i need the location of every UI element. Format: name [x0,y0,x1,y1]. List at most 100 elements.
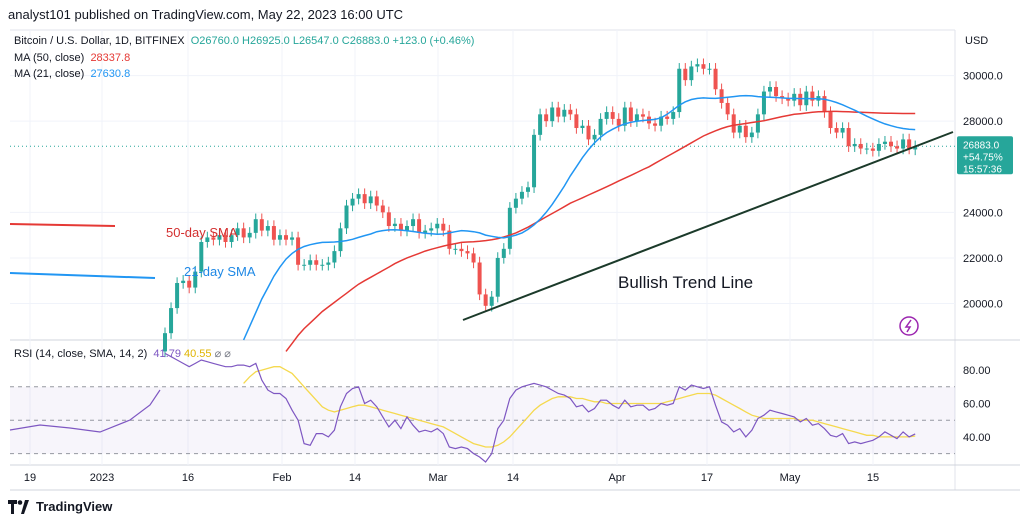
last-price-tag [957,136,1013,175]
candle-body [447,230,452,249]
price-tick-label: 22000.0 [963,253,1003,265]
candle-body [453,248,458,250]
candle-body [586,125,591,140]
candle-body [253,219,258,233]
sma21-annotation: 21-day SMA [184,264,256,279]
candle-body [175,283,180,309]
candle-body [743,125,748,138]
candle-body [277,235,282,240]
candle-body [284,235,288,240]
last-price-value: 26883.0 [963,140,1000,151]
candle-body [205,237,210,242]
candle-body [411,219,416,227]
rsi-line [164,352,916,463]
candle-body [592,134,597,140]
candle-body [235,228,240,236]
candle-body [840,128,845,133]
candle-body [538,114,543,135]
candle-body [689,66,694,81]
candle-body [544,114,549,122]
candle-body [568,109,573,115]
candle-body [719,89,724,103]
price-axis-unit: USD [965,35,988,47]
candle-body [876,143,881,151]
candle-body [628,107,633,122]
bar-countdown: 15:57:36 [963,164,1002,175]
candle-body [338,228,343,252]
grid-lines [10,30,955,465]
rsi-label: RSI (14, close, SMA, 14, 2) [14,348,148,360]
candle-body [229,235,234,242]
candle-body [350,198,355,206]
candle-body [417,219,422,233]
candle-body [163,333,167,352]
candle-body [895,146,900,149]
tradingview-logo-icon [8,499,30,514]
candle-body [435,223,440,229]
candle-body [786,98,791,101]
time-tick-label: 17 [701,472,713,484]
candle-body [550,107,555,122]
ma50-reference-segment [9,223,116,227]
candle-body [386,212,391,227]
time-tick-label: 2023 [90,472,114,484]
time-tick-label: Mar [429,472,448,484]
rsi-tick-label: 80.00 [963,365,991,377]
candle-body [834,128,839,133]
candle-body [737,125,742,133]
candle-body [302,264,307,266]
time-tick-label: 14 [349,472,361,484]
candle-body [556,107,561,117]
candle-body [193,271,198,288]
candle-body [308,260,313,265]
candle-body [574,114,579,129]
candle-body [634,114,639,122]
ma50-label: MA (50, close) [14,51,85,64]
price-tick-label: 24000.0 [963,207,1003,219]
candle-body [792,93,797,101]
candle-body [423,230,428,233]
time-tick-label: Apr [608,472,625,484]
candle-body [290,237,295,240]
candle-body [731,114,736,133]
candle-body [471,253,476,263]
candle-body [768,86,772,92]
candle-body [429,228,434,231]
candle-body [665,116,670,119]
ma21-reference-segment [9,272,156,279]
candle-body [320,264,325,266]
candle-body [755,114,760,133]
ma21-line [242,94,916,341]
price-tick-label: 20000.0 [963,299,1003,311]
candle-body [725,102,730,115]
candle-body [362,194,367,204]
rsi-value: 41.79 [153,348,181,360]
candle-body [169,308,174,334]
candle-body [211,237,216,240]
candle-body [380,205,385,213]
rsi-tick-label: 60.00 [963,399,991,411]
rsi-sma-value: 40.55 [184,348,212,360]
rsi-line-early [9,389,161,433]
axes: 20000.0 22000.0 24000.0 28000.0 30000.0 USD 19… [24,35,1003,484]
candle-body [749,132,754,138]
candle-body [332,251,337,263]
candle-body [519,191,524,199]
candle-body [259,219,264,231]
candle-body [526,187,530,192]
candle-body [489,296,494,306]
candle-body [580,125,585,129]
time-tick-label: Feb [273,472,292,484]
candle-body [852,143,857,147]
rsi-lines [9,352,916,463]
candle-body [774,86,779,97]
annotations: 50-day SMA 21-day SMA Bullish Trend Line 26… [166,136,1013,336]
moving-averages [9,94,916,352]
candle-body [616,118,621,126]
candle-body [870,148,875,151]
candle-body [441,223,446,231]
candle-body [907,139,912,149]
trend-line-annotation: Bullish Trend Line [618,273,753,292]
candle-body [459,248,464,252]
candle-body [513,198,518,208]
